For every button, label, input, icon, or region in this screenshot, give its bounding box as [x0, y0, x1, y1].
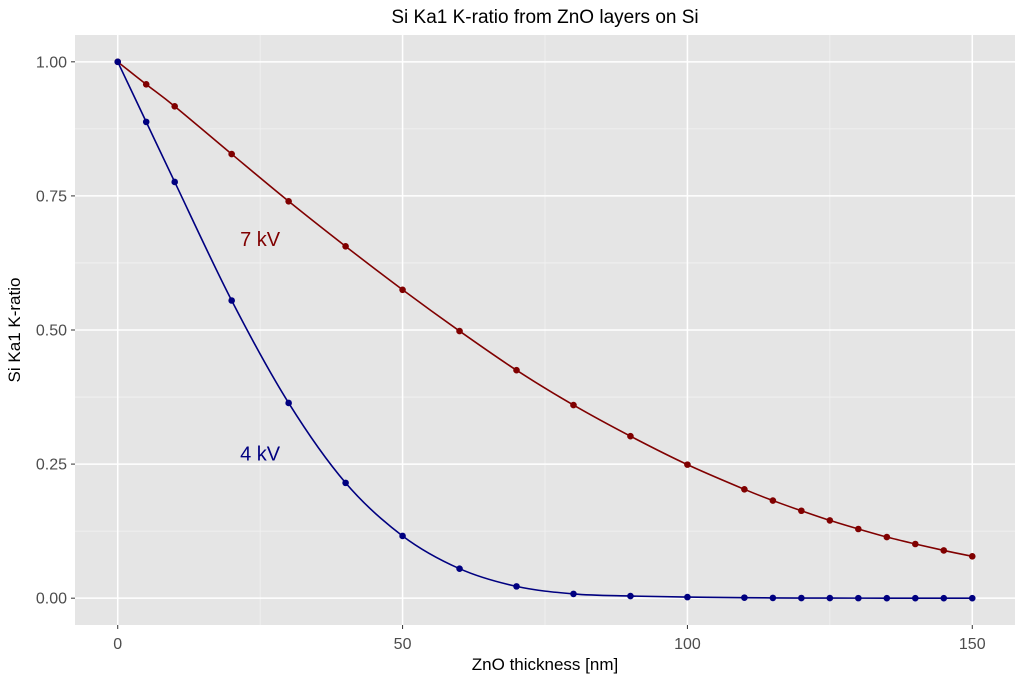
data-point-kv4: [342, 479, 349, 487]
x-tick-label: 100: [674, 636, 701, 653]
series-line-kv7: [117, 61, 973, 558]
data-point-kv4: [769, 594, 777, 602]
data-point-kv7: [513, 366, 520, 374]
data-point-kv4: [399, 532, 406, 540]
data-point-kv7: [798, 507, 805, 515]
data-point-kv4: [826, 594, 834, 602]
data-point-kv4: [684, 593, 691, 601]
data-point-kv7: [342, 243, 349, 250]
x-axis-title: ZnO thickness [nm]: [472, 655, 618, 674]
data-point-kv7: [883, 533, 891, 541]
data-point-kv7: [399, 286, 406, 294]
data-point-kv4: [883, 594, 891, 602]
data-point-kv7: [940, 547, 948, 554]
x-tick-label: 0: [113, 636, 122, 653]
grid-major: [75, 35, 1015, 625]
data-point-kv4: [912, 594, 919, 602]
data-point-kv4: [741, 594, 748, 601]
x-tick-label: 50: [394, 636, 412, 653]
data-point-kv7: [285, 197, 292, 205]
data-point-kv4: [855, 594, 862, 602]
data-point-kv4: [798, 594, 805, 602]
annotations: 7 kV 4 kV: [240, 229, 281, 466]
y-tick-label: 0.25: [36, 457, 67, 474]
data-point-kv4: [285, 399, 292, 407]
y-axis-ticks: 0.00 0.25 0.50 0.75 1.00: [36, 54, 75, 608]
data-point-kv7: [142, 81, 150, 88]
data-point-kv7: [570, 401, 577, 409]
data-point-kv7: [968, 553, 976, 560]
y-tick-label: 0.75: [36, 188, 67, 205]
data-point-kv4: [968, 594, 976, 602]
y-axis-title: Si Ka1 K-ratio: [5, 278, 24, 383]
annotation-label: 7 kV: [240, 229, 281, 251]
chart-title: Si Ka1 K-ratio from ZnO layers on Si: [391, 7, 698, 28]
data-point-kv7: [228, 150, 235, 158]
data-point-kv7: [627, 432, 634, 440]
data-point-kv4: [142, 118, 150, 126]
data-point-kv7: [769, 497, 777, 504]
data-point-kv7: [912, 540, 919, 548]
data-point-kv7: [684, 461, 691, 468]
data-point-kv7: [741, 486, 748, 493]
data-point-kv4: [940, 594, 948, 602]
data-point-kv4: [627, 592, 634, 600]
data-point-kv4: [171, 178, 178, 186]
y-tick-label: 0.00: [36, 591, 67, 608]
data-point-kv7: [456, 327, 463, 335]
data-point-kv4: [456, 565, 463, 572]
data-point-kv4: [570, 590, 577, 598]
data-point-kv4: [228, 297, 235, 304]
series-points: [114, 58, 976, 602]
y-tick-label: 1.00: [36, 54, 67, 71]
data-point-kv4: [513, 583, 520, 590]
y-tick-label: 0.50: [36, 323, 67, 340]
data-point-kv4: [114, 58, 122, 66]
x-axis-ticks: 0 50 100 150: [113, 625, 986, 653]
data-point-kv7: [826, 517, 834, 524]
data-point-kv7: [171, 103, 178, 110]
annotation-label: 4 kV: [240, 443, 281, 465]
x-tick-label: 150: [959, 636, 986, 653]
data-point-kv7: [855, 525, 862, 533]
